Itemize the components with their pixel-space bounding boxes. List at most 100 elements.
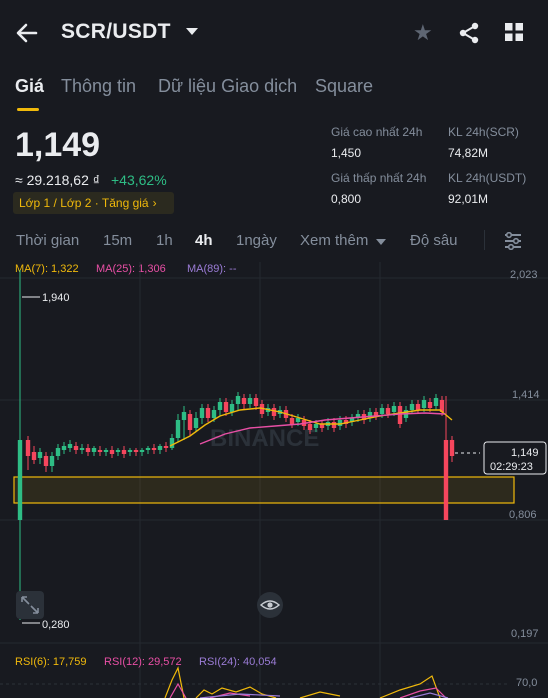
- fiat-price: ≈ 29.218,62 ₫: [15, 172, 100, 188]
- high-24h-value: 1,450: [331, 146, 362, 160]
- high-marker-label: 1,940: [42, 292, 70, 304]
- vol-scr-value: 74,82M: [448, 146, 489, 160]
- candle-body: [97, 450, 103, 452]
- y-tick-3: 0,806: [509, 509, 537, 521]
- binance-watermark: BINANCE: [210, 425, 319, 452]
- candle-body: [205, 408, 211, 418]
- candle-body: [313, 424, 319, 428]
- rsi-level-label: 70,0: [516, 677, 537, 689]
- interval-time[interactable]: Thời gian: [16, 232, 80, 249]
- ma89-label: MA(89): --: [187, 263, 237, 275]
- ma25-line: [199, 412, 446, 445]
- candle-body: [151, 448, 157, 450]
- candle-body: [409, 404, 415, 410]
- candle-body: [157, 446, 163, 450]
- grid-menu-icon[interactable]: [504, 22, 524, 42]
- interval-1d[interactable]: 1ngày: [236, 232, 277, 249]
- candle-body: [223, 402, 229, 412]
- candle-body: [17, 440, 23, 520]
- candle-body: [235, 396, 241, 404]
- candle-body: [397, 406, 403, 424]
- candle-body: [109, 450, 115, 454]
- more-caret-icon[interactable]: [376, 239, 386, 245]
- candlestick-chart[interactable]: BINANCE 1,940 0,280 2,023 1,414 0,806 0,…: [0, 258, 548, 698]
- candle-body: [103, 450, 109, 452]
- candle-body: [343, 420, 349, 424]
- candle-body: [385, 408, 391, 414]
- interval-more[interactable]: Xem thêm: [300, 232, 369, 249]
- countdown-timer: 02:29:23: [490, 461, 533, 473]
- top-bar: SCR/USDT ★: [0, 0, 548, 66]
- low-24h-label: Giá thấp nhất 24h: [331, 171, 427, 185]
- depth-tab[interactable]: Độ sâu: [410, 232, 458, 249]
- current-price-value: 1,149: [511, 447, 539, 459]
- main-tabs: Giá Thông tin Dữ liệu Giao dịch Square: [0, 76, 548, 112]
- candle-body: [271, 408, 277, 416]
- current-price-box: [483, 441, 547, 475]
- candle-body: [211, 410, 217, 418]
- candle-body: [187, 414, 193, 430]
- candle-body: [49, 456, 55, 466]
- candle-body: [415, 404, 421, 410]
- candle-body: [73, 446, 79, 450]
- ma25-label: MA(25): 1,306: [96, 263, 166, 275]
- candle-body: [145, 448, 151, 450]
- candle-body: [91, 448, 97, 452]
- star-icon[interactable]: ★: [413, 20, 433, 45]
- category-tag[interactable]: Lớp 1 / Lớp 2 · Tăng giá ›: [13, 192, 174, 214]
- expand-icon[interactable]: [16, 591, 44, 619]
- low-24h-value: 0,800: [331, 192, 362, 206]
- candle-body: [373, 412, 379, 416]
- candle-body: [127, 450, 133, 452]
- candle-body: [379, 408, 385, 414]
- candle-body: [133, 450, 139, 452]
- eye-icon[interactable]: [257, 592, 283, 618]
- vol-scr-label: KL 24h(SCR): [448, 125, 519, 139]
- vol-usdt-label: KL 24h(USDT): [448, 171, 527, 185]
- candle-body: [121, 450, 127, 454]
- candle-body: [307, 424, 313, 430]
- tab-trading-data[interactable]: Dữ liệu Giao dịch: [158, 76, 298, 96]
- rsi6-line: [164, 666, 441, 698]
- candle-body: [449, 440, 455, 456]
- candle-body: [349, 418, 355, 422]
- candle-body: [367, 412, 373, 418]
- candle-body: [241, 398, 247, 404]
- interval-15m[interactable]: 15m: [103, 232, 133, 249]
- candle-body: [217, 402, 223, 410]
- candle-body: [199, 408, 205, 418]
- tab-square[interactable]: Square: [315, 76, 374, 96]
- candle-body: [193, 418, 199, 428]
- share-icon[interactable]: [457, 21, 481, 45]
- back-arrow-icon[interactable]: [14, 20, 40, 46]
- candle-body: [169, 438, 175, 448]
- candle-body: [331, 422, 337, 428]
- candle-body: [337, 420, 343, 426]
- chevron-down-icon[interactable]: [186, 28, 198, 35]
- candle-body: [439, 400, 445, 412]
- high-24h-label: Giá cao nhất 24h: [331, 125, 423, 139]
- tab-price[interactable]: Giá: [15, 76, 45, 96]
- interval-1h[interactable]: 1h: [156, 232, 173, 249]
- candle-body: [55, 448, 61, 456]
- candle-body: [443, 440, 449, 520]
- active-tab-indicator: [17, 108, 39, 111]
- interval-4h[interactable]: 4h: [195, 232, 213, 249]
- rsi12-label: RSI(12): 29,572: [104, 656, 182, 668]
- pair-title[interactable]: SCR/USDT: [61, 20, 171, 43]
- candle-body: [79, 448, 85, 450]
- y-tick-2: 1,414: [512, 389, 540, 401]
- candle-body: [253, 398, 259, 406]
- ma7-label: MA(7): 1,322: [15, 263, 79, 275]
- y-tick-4: 0,197: [511, 628, 539, 640]
- candle-body: [229, 404, 235, 412]
- candle-body: [295, 418, 301, 422]
- tab-info[interactable]: Thông tin: [61, 76, 137, 96]
- candle-body: [85, 448, 91, 452]
- chart-grid: [0, 262, 548, 698]
- rsi24-line: [199, 692, 449, 698]
- highlight-zone: [13, 476, 515, 504]
- candle-body: [433, 398, 439, 406]
- y-tick-1: 2,023: [510, 269, 538, 281]
- chart-settings-icon[interactable]: [503, 232, 523, 250]
